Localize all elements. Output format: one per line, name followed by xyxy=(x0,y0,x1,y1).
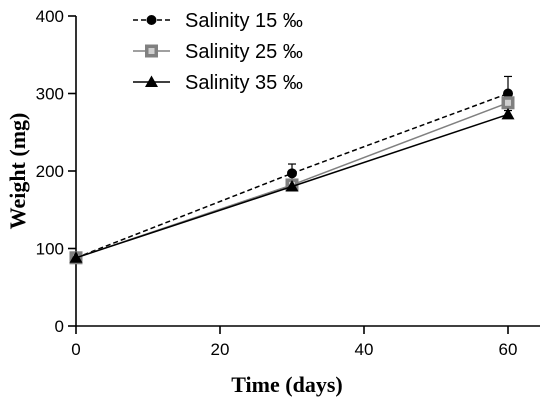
series-3 xyxy=(69,107,515,263)
legend-label: Salinity 15 ‰ xyxy=(185,10,303,32)
axes: 0 20 40 60 0 100 200 300 400 xyxy=(36,7,540,359)
legend-label: Salinity 25 ‰ xyxy=(185,41,303,63)
y-tick-label: 400 xyxy=(36,7,64,26)
series-layer xyxy=(69,75,515,265)
data-point-triangle xyxy=(501,107,515,120)
x-tick-label: 40 xyxy=(355,340,374,359)
y-tick-label: 200 xyxy=(36,162,64,181)
y-tick-label: 300 xyxy=(36,85,64,104)
data-point-circle xyxy=(146,15,157,25)
y-tick-label: 0 xyxy=(55,317,64,336)
data-point-circle xyxy=(287,168,297,179)
series-line xyxy=(75,92,509,259)
x-tick-label: 20 xyxy=(211,340,230,359)
data-point-triangle xyxy=(69,251,83,263)
data-point-square xyxy=(501,96,515,110)
data-point-square xyxy=(145,44,158,58)
legend-item: Salinity 25 ‰ xyxy=(133,41,303,63)
y-tick-label: 100 xyxy=(36,240,64,259)
data-point-circle xyxy=(503,88,513,99)
data-point-triangle xyxy=(145,75,158,87)
x-tick-label: 60 xyxy=(499,340,518,359)
series-1 xyxy=(71,75,513,263)
legend-item: Salinity 15 ‰ xyxy=(133,10,303,32)
data-point-triangle xyxy=(285,180,299,192)
legend-label: Salinity 35 ‰ xyxy=(185,72,303,94)
y-axis-title: Weight (mg) xyxy=(5,113,30,230)
data-point-square-inner xyxy=(148,48,155,54)
legend-item: Salinity 35 ‰ xyxy=(133,72,303,94)
data-point-square-inner xyxy=(505,99,511,106)
x-tick-label: 0 xyxy=(71,340,80,359)
legend: Salinity 15 ‰ Salinity 25 ‰ Salinity 35 ‰ xyxy=(133,10,303,94)
x-axis-title: Time (days) xyxy=(231,372,342,397)
